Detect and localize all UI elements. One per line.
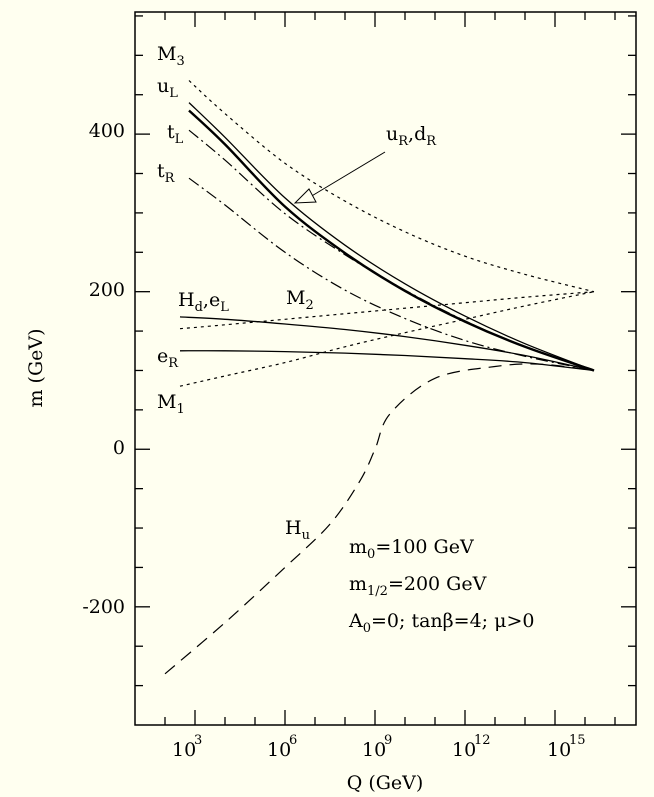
series-line-tR [188, 177, 595, 372]
svg-text:6: 6 [289, 733, 297, 748]
x-tick-label-1e9: 10 9 [362, 733, 392, 761]
label-uL: uL [157, 75, 178, 101]
series-line-M3 [188, 80, 595, 293]
label-tL: tL [167, 121, 184, 147]
series-line-Hd-eL [179, 316, 595, 372]
annotation-m0: m0=100 GeV [349, 536, 474, 562]
y-tick-label-200: 200 [89, 279, 125, 301]
svg-text:10: 10 [452, 739, 476, 761]
series-line-tL [188, 129, 595, 372]
series-line-uR-dR [188, 109, 595, 372]
svg-text:3: 3 [194, 733, 202, 748]
series-line-uL [188, 102, 595, 372]
svg-text:10: 10 [362, 739, 386, 761]
x-tick-label-1e15: 10 15 [547, 733, 586, 761]
label-M2: M2 [286, 287, 314, 313]
series-line-M1 [179, 291, 595, 387]
y-axis-label: m (GeV) [25, 328, 47, 407]
x-tick-label-1e3: 10 3 [172, 733, 202, 761]
label-eR: eR [157, 345, 179, 371]
annotation-m12: m1/2=200 GeV [349, 573, 487, 599]
plot-frame [134, 11, 637, 726]
label-uR-dR: uR,dR [386, 123, 437, 149]
label-Hu: Hu [285, 517, 310, 543]
svg-text:10: 10 [267, 739, 291, 761]
series-line-eR [179, 350, 595, 372]
svg-text:9: 9 [384, 733, 392, 748]
label-tR: tR [157, 160, 176, 186]
x-tick-label-1e12: 10 12 [452, 733, 491, 761]
x-axis-ticks [164, 12, 616, 725]
series-line-M2 [179, 291, 595, 330]
curves [164, 80, 595, 675]
uR-dR-arrow [293, 151, 386, 204]
y-tick-label-400: 400 [89, 120, 125, 142]
y-tick-label-minus200: -200 [82, 596, 125, 618]
svg-text:10: 10 [547, 739, 571, 761]
y-axis-ticks [135, 15, 636, 687]
svg-text:12: 12 [474, 733, 491, 748]
label-M3: M3 [157, 43, 185, 69]
x-tick-label-1e6: 10 6 [267, 733, 297, 761]
svg-text:15: 15 [569, 733, 586, 748]
label-Hd-eL: Hd,eL [178, 289, 229, 315]
y-tick-label-0: 0 [113, 437, 125, 459]
label-M1: M1 [157, 391, 185, 417]
x-axis-label: Q (GeV) [347, 772, 424, 794]
svg-text:10: 10 [172, 739, 196, 761]
annotation-A0-tanbeta-mu: A0=0; tanβ=4; μ>0 [348, 610, 534, 636]
